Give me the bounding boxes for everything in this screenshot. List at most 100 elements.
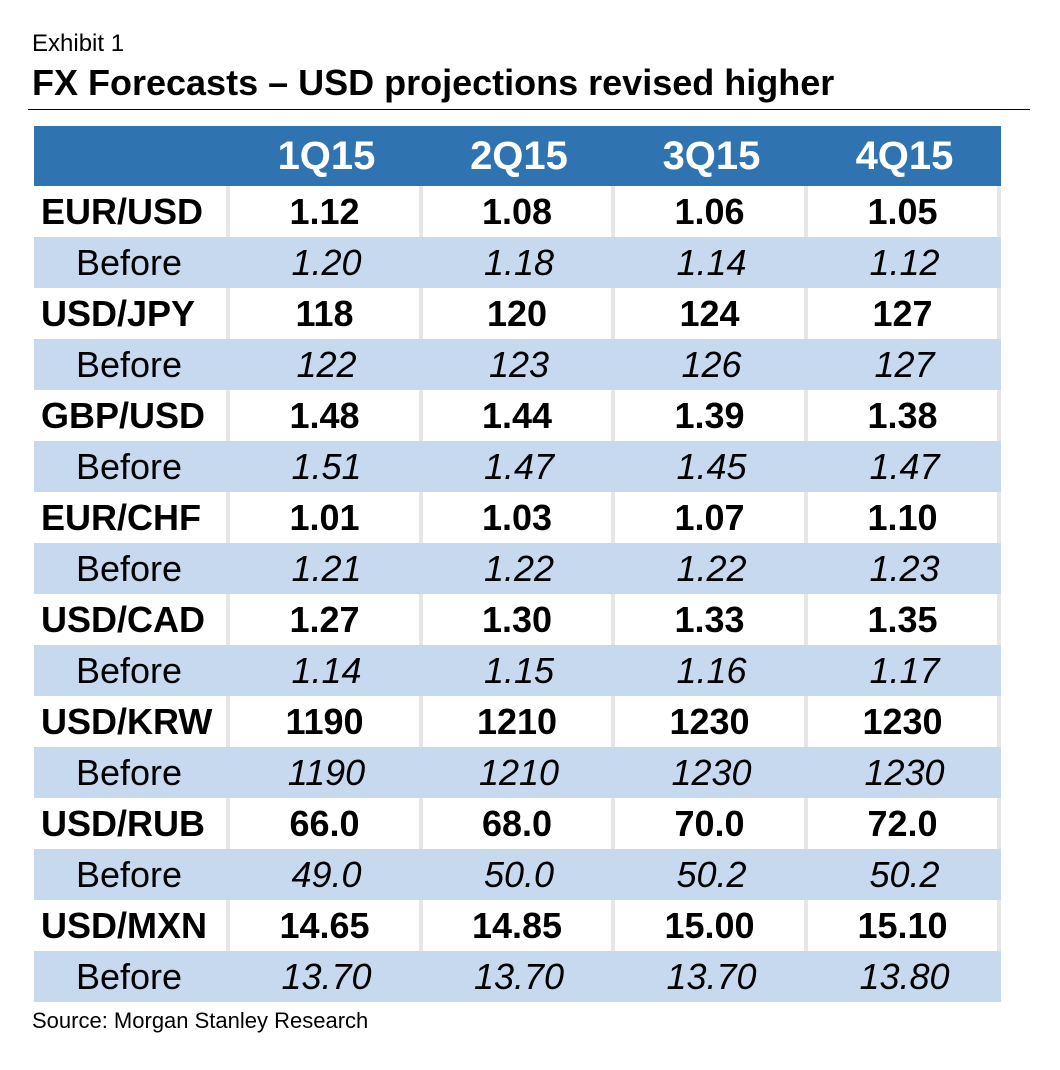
before-row-eur-usd: Before 1.20 1.18 1.14 1.12	[34, 237, 1001, 288]
before-row-gbp-usd: Before 1.51 1.47 1.45 1.47	[34, 441, 1001, 492]
before-row-usd-krw: Before 1190 1210 1230 1230	[34, 747, 1001, 798]
before-label: Before	[34, 237, 230, 288]
pair-label: GBP/USD	[34, 390, 230, 441]
chart-title: FX Forecasts – USD projections revised h…	[32, 62, 835, 103]
forecast-value-cell: 72.0	[808, 798, 1001, 849]
forecast-value-cell: 1.33	[615, 594, 808, 645]
before-value-cell: 122	[230, 339, 423, 390]
before-value-cell: 1.17	[808, 645, 1001, 696]
table-header-row: 1Q15 2Q15 3Q15 4Q15	[34, 126, 1001, 186]
pair-label: USD/RUB	[34, 798, 230, 849]
title-divider	[28, 109, 1030, 110]
forecast-value-cell: 1230	[808, 696, 1001, 747]
before-value-cell: 1.22	[423, 543, 615, 594]
before-value-cell: 1.21	[230, 543, 423, 594]
before-value-cell: 1230	[808, 747, 1001, 798]
before-value-cell: 126	[615, 339, 808, 390]
header-corner-cell	[34, 126, 230, 186]
before-value-cell: 13.70	[615, 951, 808, 1002]
before-row-usd-jpy: Before 122 123 126 127	[34, 339, 1001, 390]
forecast-value-cell: 1.12	[230, 186, 423, 237]
before-value-cell: 1.15	[423, 645, 615, 696]
before-label: Before	[34, 543, 230, 594]
before-label: Before	[34, 339, 230, 390]
before-value-cell: 13.70	[230, 951, 423, 1002]
forecast-value-cell: 1.35	[808, 594, 1001, 645]
forecast-value-cell: 1.07	[615, 492, 808, 543]
before-label: Before	[34, 849, 230, 900]
forecast-value-cell: 1.03	[423, 492, 615, 543]
fx-forecast-table: 1Q15 2Q15 3Q15 4Q15 EUR/USD 1.12 1.08 1.06 1.05…	[34, 126, 1001, 1002]
before-label: Before	[34, 441, 230, 492]
forecast-row-gbp-usd: GBP/USD 1.48 1.44 1.39 1.38	[34, 390, 1001, 441]
before-value-cell: 1.47	[423, 441, 615, 492]
forecast-value-cell: 1.01	[230, 492, 423, 543]
before-value-cell: 50.0	[423, 849, 615, 900]
forecast-row-usd-cad: USD/CAD 1.27 1.30 1.33 1.35	[34, 594, 1001, 645]
before-value-cell: 1.20	[230, 237, 423, 288]
forecast-value-cell: 1.44	[423, 390, 615, 441]
before-value-cell: 127	[808, 339, 1001, 390]
forecast-value-cell: 1.06	[615, 186, 808, 237]
pair-label: USD/CAD	[34, 594, 230, 645]
before-row-usd-mxn: Before 13.70 13.70 13.70 13.80	[34, 951, 1001, 1002]
pair-label: USD/JPY	[34, 288, 230, 339]
before-row-eur-chf: Before 1.21 1.22 1.22 1.23	[34, 543, 1001, 594]
forecast-value-cell: 118	[230, 288, 423, 339]
before-row-usd-rub: Before 49.0 50.0 50.2 50.2	[34, 849, 1001, 900]
forecast-value-cell: 1190	[230, 696, 423, 747]
before-value-cell: 1.14	[615, 237, 808, 288]
before-value-cell: 1.47	[808, 441, 1001, 492]
before-row-usd-cad: Before 1.14 1.15 1.16 1.17	[34, 645, 1001, 696]
before-value-cell: 13.70	[423, 951, 615, 1002]
before-value-cell: 1.14	[230, 645, 423, 696]
before-value-cell: 1.45	[615, 441, 808, 492]
before-value-cell: 49.0	[230, 849, 423, 900]
forecast-row-usd-krw: USD/KRW 1190 1210 1230 1230	[34, 696, 1001, 747]
exhibit-label: Exhibit 1	[32, 30, 125, 57]
column-header-3q15: 3Q15	[615, 126, 808, 186]
before-value-cell: 1210	[423, 747, 615, 798]
forecast-value-cell: 14.65	[230, 900, 423, 951]
before-value-cell: 1.16	[615, 645, 808, 696]
before-value-cell: 1.18	[423, 237, 615, 288]
source-note: Source: Morgan Stanley Research	[32, 1008, 369, 1033]
forecast-value-cell: 14.85	[423, 900, 615, 951]
forecast-value-cell: 66.0	[230, 798, 423, 849]
before-value-cell: 1.51	[230, 441, 423, 492]
before-label: Before	[34, 645, 230, 696]
forecast-value-cell: 1230	[615, 696, 808, 747]
forecast-value-cell: 70.0	[615, 798, 808, 849]
forecast-row-eur-usd: EUR/USD 1.12 1.08 1.06 1.05	[34, 186, 1001, 237]
before-label: Before	[34, 951, 230, 1002]
before-value-cell: 123	[423, 339, 615, 390]
forecast-row-usd-rub: USD/RUB 66.0 68.0 70.0 72.0	[34, 798, 1001, 849]
forecast-value-cell: 1.08	[423, 186, 615, 237]
column-header-1q15: 1Q15	[230, 126, 423, 186]
pair-label: EUR/USD	[34, 186, 230, 237]
column-header-4q15: 4Q15	[808, 126, 1001, 186]
before-value-cell: 13.80	[808, 951, 1001, 1002]
forecast-value-cell: 15.00	[615, 900, 808, 951]
before-label: Before	[34, 747, 230, 798]
forecast-value-cell: 1.48	[230, 390, 423, 441]
before-value-cell: 1230	[615, 747, 808, 798]
forecast-row-usd-jpy: USD/JPY 118 120 124 127	[34, 288, 1001, 339]
forecast-value-cell: 1.39	[615, 390, 808, 441]
before-value-cell: 50.2	[808, 849, 1001, 900]
forecast-row-eur-chf: EUR/CHF 1.01 1.03 1.07 1.10	[34, 492, 1001, 543]
forecast-value-cell: 15.10	[808, 900, 1001, 951]
forecast-value-cell: 120	[423, 288, 615, 339]
before-value-cell: 1.22	[615, 543, 808, 594]
forecast-value-cell: 127	[808, 288, 1001, 339]
before-value-cell: 1190	[230, 747, 423, 798]
forecast-value-cell: 1.38	[808, 390, 1001, 441]
before-value-cell: 1.23	[808, 543, 1001, 594]
pair-label: EUR/CHF	[34, 492, 230, 543]
table-body: EUR/USD 1.12 1.08 1.06 1.05 Before 1.20 1.18 1.1…	[34, 186, 1001, 1002]
forecast-value-cell: 68.0	[423, 798, 615, 849]
pair-label: USD/KRW	[34, 696, 230, 747]
forecast-row-usd-mxn: USD/MXN 14.65 14.85 15.00 15.10	[34, 900, 1001, 951]
pair-label: USD/MXN	[34, 900, 230, 951]
forecast-value-cell: 124	[615, 288, 808, 339]
